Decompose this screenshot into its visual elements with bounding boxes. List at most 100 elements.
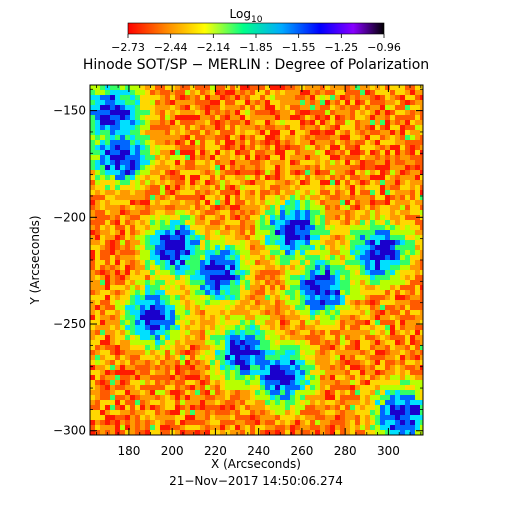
heatmap-cell (275, 290, 280, 295)
heatmap-cell (410, 130, 415, 135)
heatmap-cell (320, 240, 325, 245)
heatmap-cell (415, 235, 420, 240)
heatmap-cell (125, 280, 130, 285)
heatmap-cell (420, 265, 423, 270)
heatmap-cell (125, 200, 130, 205)
heatmap-cell (135, 390, 140, 395)
heatmap-cell (130, 140, 135, 145)
heatmap-cell (355, 355, 360, 360)
heatmap-cell (90, 420, 95, 425)
heatmap-cell (140, 120, 145, 125)
heatmap-cell (185, 205, 190, 210)
heatmap-cell (395, 235, 400, 240)
heatmap-cell (385, 180, 390, 185)
heatmap-cell (220, 370, 225, 375)
heatmap-cell (390, 315, 395, 320)
heatmap-cell (175, 345, 180, 350)
heatmap-cell (250, 320, 255, 325)
heatmap-cell (245, 310, 250, 315)
heatmap-cell (370, 285, 375, 290)
heatmap-cell (380, 425, 385, 430)
heatmap-cell (320, 325, 325, 330)
heatmap-cell (250, 285, 255, 290)
heatmap-cell (260, 110, 265, 115)
heatmap-cell (250, 240, 255, 245)
heatmap-cell (335, 380, 340, 385)
heatmap-cell (125, 290, 130, 295)
heatmap-cell (400, 105, 405, 110)
heatmap-cell (150, 270, 155, 275)
heatmap-cell (265, 425, 270, 430)
heatmap-cell (215, 120, 220, 125)
heatmap-cell (380, 390, 385, 395)
heatmap-cell (270, 340, 275, 345)
heatmap-cell (210, 365, 215, 370)
heatmap-cell (230, 140, 235, 145)
heatmap-cell (160, 265, 165, 270)
heatmap-cell (420, 415, 423, 420)
heatmap-cell (130, 375, 135, 380)
heatmap-cell (160, 350, 165, 355)
heatmap-cell (160, 325, 165, 330)
y-axis-label: Y (Arcseconds) (28, 215, 42, 305)
heatmap-cell (340, 415, 345, 420)
heatmap-cell (200, 300, 205, 305)
heatmap-cell (365, 280, 370, 285)
heatmap-cell (380, 120, 385, 125)
heatmap-cell (160, 210, 165, 215)
heatmap-cell (325, 245, 330, 250)
heatmap-cell (170, 305, 175, 310)
heatmap-cell (410, 90, 415, 95)
heatmap-cell (160, 400, 165, 405)
colorbar-label: Log10 (230, 7, 263, 25)
heatmap-cell (235, 400, 240, 405)
heatmap-cell (145, 265, 150, 270)
heatmap-cell (295, 265, 300, 270)
heatmap-cell (220, 85, 225, 90)
heatmap-cell (205, 175, 210, 180)
heatmap-cell (200, 340, 205, 345)
heatmap-cell (410, 415, 415, 420)
heatmap-cell (130, 205, 135, 210)
heatmap-cell (325, 230, 330, 235)
heatmap-cell (105, 275, 110, 280)
heatmap-cell (100, 380, 105, 385)
heatmap-cell (350, 160, 355, 165)
heatmap-cell (240, 250, 245, 255)
heatmap-cell (200, 235, 205, 240)
heatmap-cell (420, 355, 423, 360)
heatmap-cell (215, 385, 220, 390)
heatmap-cell (305, 155, 310, 160)
heatmap-cell (310, 250, 315, 255)
heatmap-cell (370, 160, 375, 165)
heatmap-cell (90, 425, 95, 430)
heatmap-cell (315, 355, 320, 360)
heatmap-cell (150, 345, 155, 350)
heatmap-cell (355, 125, 360, 130)
heatmap-cell (220, 335, 225, 340)
heatmap-cell (200, 245, 205, 250)
heatmap-cell (165, 185, 170, 190)
heatmap-cell (115, 280, 120, 285)
heatmap-cell (230, 245, 235, 250)
heatmap-cell (195, 365, 200, 370)
heatmap-cell (145, 320, 150, 325)
heatmap-cell (295, 370, 300, 375)
heatmap-cell (290, 420, 295, 425)
heatmap-cell (395, 390, 400, 395)
heatmap-cell (295, 140, 300, 145)
heatmap-cell (140, 405, 145, 410)
heatmap-cell (245, 405, 250, 410)
heatmap-cell (190, 195, 195, 200)
heatmap-cell (400, 380, 405, 385)
heatmap-cell (415, 200, 420, 205)
heatmap-cell (380, 115, 385, 120)
heatmap-cell (355, 260, 360, 265)
heatmap-cell (400, 315, 405, 320)
heatmap-cell (285, 195, 290, 200)
heatmap-cell (260, 180, 265, 185)
heatmap-cell (330, 340, 335, 345)
heatmap-cell (230, 360, 235, 365)
heatmap-cell (270, 110, 275, 115)
heatmap-cell (125, 335, 130, 340)
